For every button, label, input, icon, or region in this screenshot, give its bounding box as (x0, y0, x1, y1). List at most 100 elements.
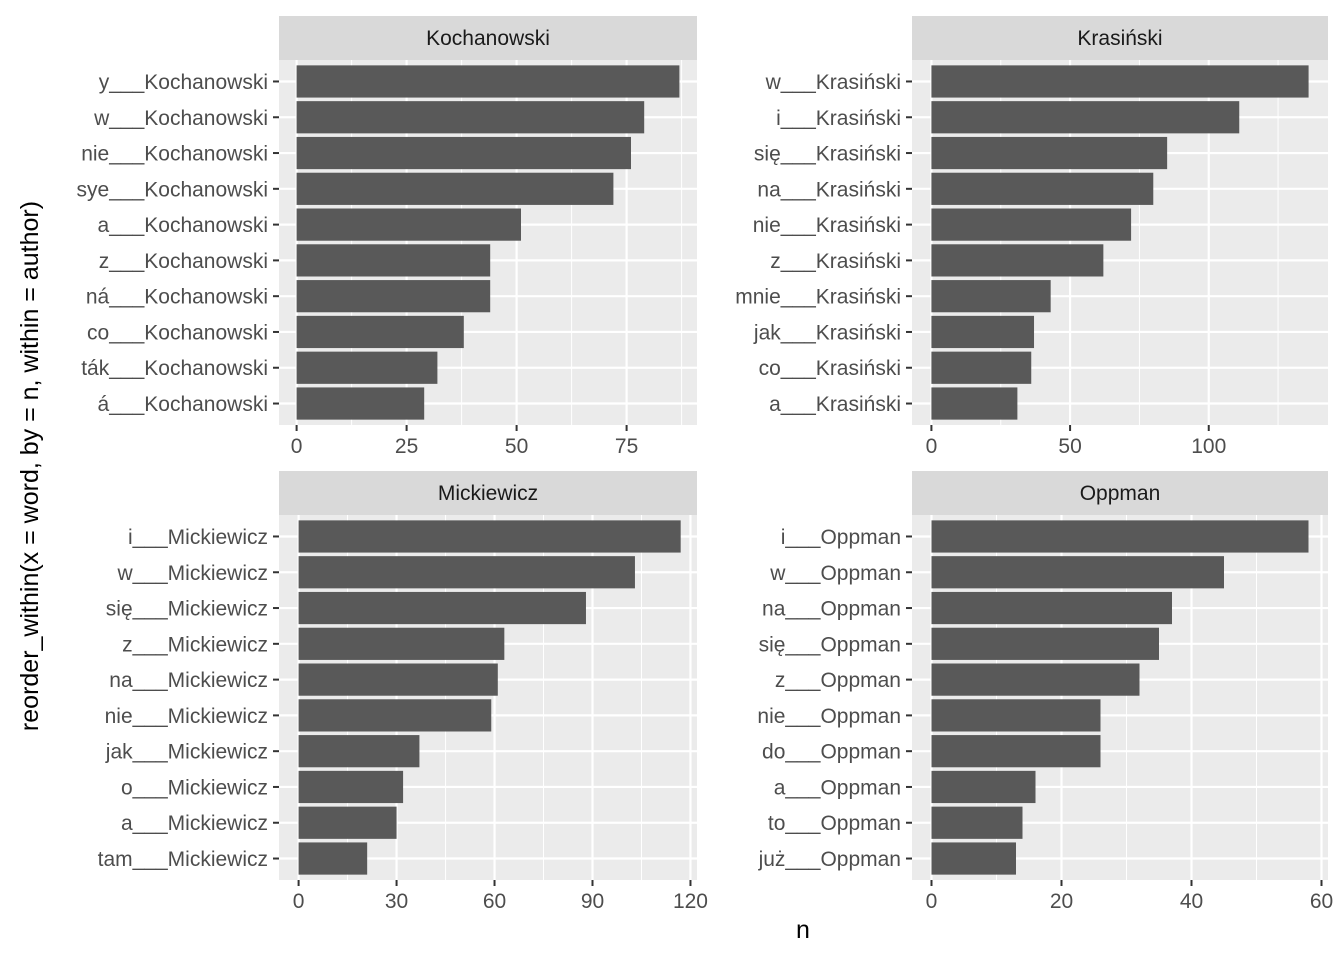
facet-strip-label: Kochanowski (426, 27, 550, 50)
y-tick-label: i___Oppman (781, 526, 901, 549)
bar (296, 101, 645, 134)
facet-panel: Oppman i___Oppman w___Oppman na___Oppman się… (757, 471, 1333, 913)
bar (296, 315, 464, 349)
bar (931, 806, 1023, 839)
x-tick-label: 0 (293, 890, 305, 913)
y-tick-label: jak___Mickiewicz (105, 741, 268, 764)
bar (298, 842, 368, 875)
bar (931, 351, 1032, 384)
x-tick-label: 90 (581, 890, 604, 913)
y-tick-label: w___Mickiewicz (116, 562, 268, 585)
bar (296, 172, 614, 205)
x-tick-label: 30 (385, 890, 408, 913)
y-tick-label: ták___Kochanowski (81, 357, 268, 380)
y-tick-label: się___Mickiewicz (106, 598, 268, 621)
y-tick-label: jak___Krasiński (753, 321, 901, 344)
x-tick-label: 60 (1310, 890, 1333, 913)
bar (298, 627, 505, 660)
y-tick-label: z___Krasiński (770, 250, 901, 273)
bar (296, 208, 521, 241)
y-tick-label: w___Krasiński (765, 71, 901, 94)
y-tick-label: nie___Kochanowski (81, 143, 268, 166)
x-tick-label: 40 (1180, 890, 1203, 913)
bar (298, 699, 492, 732)
bar (298, 520, 681, 553)
x-tick-label: 0 (291, 435, 303, 458)
y-tick-label: z___Oppman (775, 669, 901, 692)
x-tick-label: 0 (926, 435, 938, 458)
facet-panel: Mickiewicz i___Mickiewicz w___Mickiewiczsi… (98, 471, 708, 913)
y-tick-label: to___Oppman (768, 812, 901, 835)
x-tick-label: 50 (1058, 435, 1081, 458)
bar (931, 244, 1104, 277)
y-tick-label: y___Kochanowski (99, 71, 268, 94)
bar (931, 280, 1051, 313)
bar (931, 101, 1240, 134)
y-tick-label: z___Mickiewicz (122, 633, 268, 656)
y-tick-label: a___Krasiński (769, 393, 901, 416)
x-tick-label: 100 (1191, 435, 1226, 458)
x-tick-label: 50 (505, 435, 528, 458)
bar (931, 65, 1309, 98)
y-tick-label: nie___Oppman (757, 705, 901, 728)
bar (298, 770, 404, 804)
bar (298, 556, 635, 589)
y-tick-label: o___Mickiewicz (121, 776, 268, 799)
y-tick-label: ná___Kochanowski (86, 286, 268, 309)
bar (931, 663, 1140, 696)
bar (296, 244, 491, 277)
y-tick-label: tam___Mickiewicz (98, 848, 268, 871)
y-tick-label: i___Krasiński (776, 107, 901, 130)
bar (298, 806, 397, 839)
bar (931, 770, 1036, 804)
x-tick-label: 25 (395, 435, 418, 458)
bar (931, 591, 1172, 625)
y-tick-label: się___Oppman (759, 633, 901, 656)
y-tick-label: już___Oppman (758, 848, 901, 871)
facet-strip-label: Krasiński (1077, 27, 1162, 50)
facet-strip-label: Mickiewicz (438, 482, 538, 505)
bar (931, 735, 1101, 768)
bar (296, 65, 680, 98)
y-tick-label: na___Oppman (762, 598, 901, 621)
facet-strip (279, 16, 697, 60)
bar (296, 136, 631, 170)
y-tick-label: nie___Krasiński (753, 214, 901, 237)
y-tick-label: nie___Mickiewicz (105, 705, 268, 728)
y-tick-label: a___Oppman (774, 776, 901, 799)
y-tick-label: i___Mickiewicz (128, 526, 268, 549)
bar (296, 280, 491, 313)
bar (931, 699, 1101, 732)
y-tick-label: do___Oppman (762, 741, 901, 764)
bar (931, 315, 1035, 349)
y-axis-title: reorder_within(x = word, by = n, within … (16, 201, 44, 731)
facet-strip (912, 471, 1328, 515)
x-axis-title: n (796, 916, 810, 944)
facet-panel: Krasiński w___Krasiński i___Krasiński się__… (735, 16, 1328, 458)
y-tick-label: w___Oppman (769, 562, 901, 585)
facet-panels: Kochanowski y___Kochanowski w___Kochanowsk… (77, 16, 1333, 913)
bar (931, 627, 1159, 660)
x-tick-label: 75 (615, 435, 638, 458)
facet-panel: Kochanowski y___Kochanowski w___Kochanowsk… (77, 16, 697, 458)
facet-strip-label: Oppman (1080, 482, 1161, 505)
y-tick-label: a___Mickiewicz (121, 812, 268, 835)
bar (931, 842, 1016, 875)
x-tick-label: 60 (483, 890, 506, 913)
y-tick-label: w___Kochanowski (93, 107, 268, 130)
facet-strip (912, 16, 1328, 60)
y-tick-label: a___Kochanowski (98, 214, 268, 237)
x-tick-label: 120 (673, 890, 708, 913)
bar (298, 591, 586, 625)
y-tick-label: co___Kochanowski (87, 321, 268, 344)
x-tick-label: 0 (926, 890, 938, 913)
y-tick-label: co___Krasiński (759, 357, 901, 380)
bar (298, 735, 420, 768)
bar (931, 172, 1154, 205)
y-tick-label: na___Krasiński (757, 178, 901, 201)
facet-strip (279, 471, 697, 515)
y-tick-label: na___Mickiewicz (109, 669, 268, 692)
y-tick-label: się___Krasiński (754, 143, 901, 166)
y-tick-label: z___Kochanowski (99, 250, 268, 273)
